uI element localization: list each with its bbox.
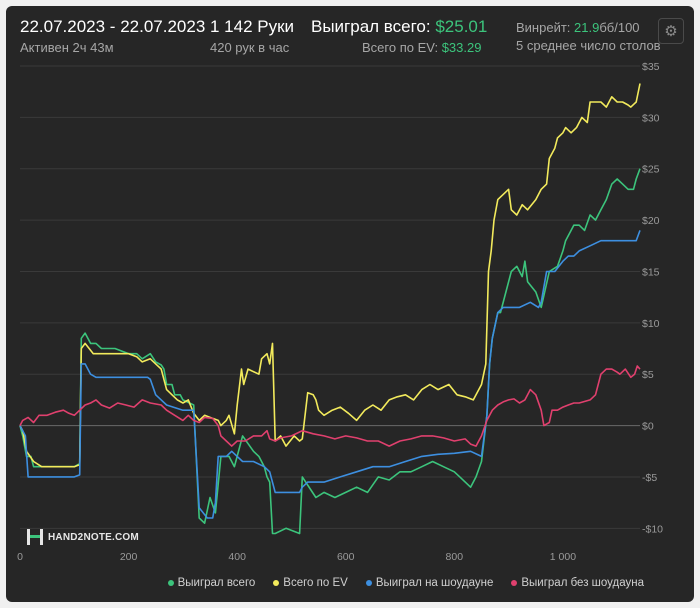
legend-dot	[167, 580, 174, 586]
active-duration: Активен 2ч 43м	[20, 40, 114, 55]
y-tick-label: $20	[642, 215, 660, 227]
x-tick-label: 800	[446, 551, 464, 563]
legend-label: Выиграл всего	[177, 577, 256, 589]
legend-item-showdown[interactable]: Выиграл на шоудауне	[365, 577, 494, 589]
y-tick-label: $10	[642, 318, 660, 330]
y-tick-label: $35	[642, 61, 660, 73]
legend-item-non-showdown[interactable]: Выиграл без шоудауна	[511, 577, 644, 589]
ev-total: Всего по EV: $33.29	[362, 40, 481, 55]
y-tick-label: $15	[642, 266, 660, 278]
y-tick-label: $0	[642, 421, 654, 433]
avg-tables: 5 среднее число столов	[516, 38, 661, 53]
logo-text: HAND2NOTE.COM	[48, 531, 139, 543]
logo: HAND2NOTE.COM	[26, 528, 139, 546]
date-range: 22.07.2023 - 22.07.2023	[20, 17, 206, 36]
y-tick-label: $25	[642, 164, 660, 176]
series-line-0	[19, 168, 641, 535]
x-tick-label: 1 000	[550, 551, 576, 563]
chart-panel: 22.07.2023 - 22.07.2023 Активен 2ч 43м 1…	[6, 6, 694, 602]
x-tick-label: 0	[17, 551, 23, 563]
hands-count: 1 142 Руки	[210, 17, 295, 36]
legend-label: Всего по EV	[283, 577, 348, 589]
legend-dot	[511, 580, 518, 586]
series-line-1	[19, 83, 641, 468]
winrate-label: Винрейт:	[516, 20, 571, 35]
y-tick-label: -$5	[642, 472, 657, 484]
x-tick-label: 400	[228, 551, 246, 563]
ev-total-label: Всего по EV:	[362, 40, 439, 55]
legend-item-ev[interactable]: Всего по EV	[273, 577, 348, 589]
y-tick-label: $30	[642, 112, 660, 124]
chart-legend: Выиграл всего Всего по EV Выиграл на шоу…	[167, 577, 644, 589]
winrate-unit: бб/100	[599, 20, 640, 35]
legend-dot	[273, 580, 280, 586]
legend-item-won[interactable]: Выиграл всего	[167, 577, 256, 589]
y-tick-label: $5	[642, 369, 654, 381]
won-total: Выиграл всего: $25.01	[311, 17, 487, 37]
gear-icon: ⚙	[664, 23, 678, 40]
series-line-3	[19, 365, 641, 447]
ev-total-value: $33.29	[441, 40, 482, 55]
x-tick-label: 600	[337, 551, 355, 563]
legend-label: Выиграл без шоудауна	[521, 577, 644, 589]
legend-dot	[365, 580, 372, 586]
series-line-2	[19, 230, 641, 519]
settings-button[interactable]: ⚙	[658, 18, 684, 44]
winrate: Винрейт: 21.9бб/100	[516, 20, 640, 35]
legend-label: Выиграл на шоудауне	[375, 577, 494, 589]
y-tick-label: -$10	[642, 523, 663, 535]
hands-per-hour: 420 рук в час	[210, 40, 290, 55]
winrate-value: 21.9	[574, 20, 600, 35]
won-total-value: $25.01	[435, 17, 488, 36]
won-total-label: Выиграл всего:	[311, 17, 431, 36]
hand2note-logo-icon	[27, 529, 43, 545]
x-tick-label: 200	[120, 551, 138, 563]
line-chart: $35 $30 $25 $20 $15 $10 $5 $0 -$5 -$10 0 200 400 600…	[17, 61, 663, 563]
